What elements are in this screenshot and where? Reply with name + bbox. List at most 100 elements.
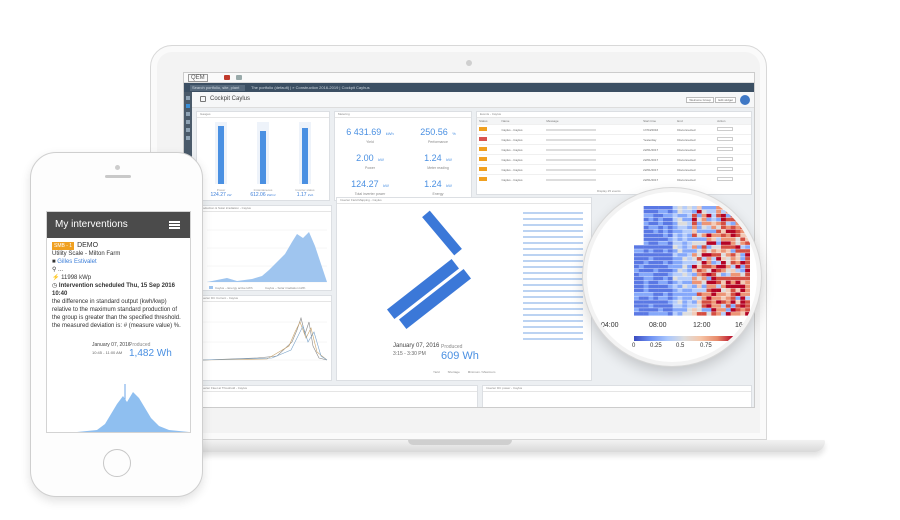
- heatmap-cell: [706, 312, 712, 316]
- alert-icon[interactable]: [186, 128, 190, 132]
- table-row[interactable]: Caylus - Caylus Yesterday Disconnected: [477, 134, 751, 145]
- heatmap-cell: [692, 292, 698, 296]
- heatmap-cell: [745, 229, 750, 234]
- end-cell: Disconnected: [675, 144, 716, 155]
- heatmap-cell: [643, 284, 649, 289]
- heatmap-cell: [677, 308, 683, 312]
- heatmap-cell: [663, 296, 669, 300]
- col-name[interactable]: Name: [499, 118, 545, 125]
- cockpit-icon[interactable]: [186, 104, 190, 108]
- breadcrumb[interactable]: The portfolio (default) | » Construction…: [251, 85, 370, 90]
- heatmap-cell: [711, 296, 717, 300]
- chart-icon[interactable]: [186, 112, 190, 116]
- heatmap-cell: [706, 284, 712, 289]
- heatmap-cell: [687, 288, 693, 293]
- action-cell[interactable]: [715, 124, 751, 135]
- welcome-group-button[interactable]: Welcome Group: [686, 97, 714, 103]
- action-cell[interactable]: [715, 134, 751, 145]
- action-select[interactable]: [717, 157, 734, 161]
- heatmap-cell: [706, 233, 712, 238]
- heatmap-cell: [745, 272, 750, 277]
- action-cell[interactable]: [715, 164, 751, 175]
- intervention-card[interactable]: SMB - 1 DEMO Utility Scale - Milton Farm …: [47, 238, 190, 334]
- heatmap-cell: [706, 253, 712, 257]
- action-select[interactable]: [717, 177, 734, 181]
- heatmap-cell: [667, 312, 673, 316]
- col-start[interactable]: Start time: [641, 118, 676, 125]
- assignee-link[interactable]: Gilles Estivalet: [57, 259, 97, 265]
- table-row[interactable]: Caylus - Caylus 22/01/2017 Disconnected: [477, 144, 751, 155]
- heatmap-cell: [653, 300, 659, 304]
- heatmap-cell: [706, 304, 712, 308]
- table-row[interactable]: Caylus - Caylus 22/01/2017 Disconnected: [477, 154, 751, 165]
- heatmap-cell: [740, 249, 746, 253]
- menu-icon[interactable]: [169, 221, 180, 229]
- heatmap-cell: [648, 268, 654, 273]
- add-widget-button[interactable]: [740, 95, 750, 105]
- home-icon[interactable]: [200, 96, 206, 102]
- heatmap-cell: [721, 296, 727, 300]
- heatmap-cell: [706, 221, 712, 226]
- heatmap-cell: [653, 272, 659, 277]
- heatmap-cell: [638, 209, 644, 214]
- heatmap-cell: [735, 292, 741, 296]
- heatmap-cell: [638, 245, 644, 249]
- heatmap-cell: [667, 225, 673, 230]
- heatmap-cell: [687, 217, 693, 222]
- col-end[interactable]: End: [675, 118, 716, 125]
- action-select[interactable]: [717, 147, 734, 151]
- col-status[interactable]: Status: [477, 118, 500, 125]
- heatmap-cell: [653, 225, 659, 230]
- phone-home-button[interactable]: [103, 449, 131, 477]
- action-cell[interactable]: [715, 174, 751, 184]
- heatmap-cell: [706, 209, 712, 214]
- table-row[interactable]: Caylus - Caylus 22/01/2017 Disconnected: [477, 174, 751, 184]
- heatmap-cell: [653, 237, 659, 241]
- heatmap-cell: [692, 288, 698, 293]
- dashboard-icon[interactable]: [186, 96, 190, 100]
- user-icon[interactable]: [236, 75, 242, 80]
- heatmap-cell: [745, 249, 750, 253]
- col-action[interactable]: Action: [715, 118, 751, 125]
- search-icon[interactable]: ⚲ ...: [52, 267, 64, 273]
- page-title: Cockpit Caylus: [210, 96, 251, 102]
- action-cell[interactable]: [715, 154, 751, 165]
- heatmap-cell: [711, 257, 717, 261]
- edit-widget-button[interactable]: Edit widget: [715, 97, 736, 103]
- heatmap-cell: [730, 312, 736, 316]
- heatmap-cell: [701, 308, 707, 312]
- heatmap-cell: [648, 221, 654, 226]
- heatmap-cell: [725, 276, 731, 281]
- heatmap-cell: [677, 261, 683, 265]
- heatmap-cell: [730, 253, 736, 257]
- heatmap-cell: [648, 308, 654, 312]
- heatmap-cell: [667, 241, 673, 245]
- search-input[interactable]: Search portfolio, site, plant: [190, 84, 245, 91]
- heatmap-cell: [711, 261, 717, 265]
- heatmap-cell: [730, 237, 736, 241]
- heatmap-cell: [638, 225, 644, 230]
- heatmap-cell: [696, 308, 702, 312]
- heatmap-cell: [638, 280, 644, 285]
- heatmap-cell: [716, 296, 722, 300]
- heatmap-cell: [648, 209, 654, 214]
- heatmap-cell: [725, 288, 731, 293]
- heatmap-cell: [638, 257, 644, 261]
- heatmap-cell: [682, 292, 688, 296]
- col-message[interactable]: Message: [544, 118, 642, 125]
- action-cell[interactable]: [715, 144, 751, 155]
- heatmap-cell: [643, 288, 649, 293]
- heatmap-cell: [740, 225, 746, 230]
- settings-icon[interactable]: [186, 136, 190, 140]
- status-tag: [479, 157, 487, 161]
- action-select[interactable]: [717, 127, 734, 131]
- notification-icon[interactable]: [224, 75, 230, 80]
- map-icon[interactable]: [186, 120, 190, 124]
- heatmap-cell: [716, 300, 722, 304]
- heatmap-cell: [663, 237, 669, 241]
- action-select[interactable]: [717, 167, 734, 171]
- table-row[interactable]: Caylus - Caylus 22/01/2017 Disconnected: [477, 164, 751, 175]
- heatmap-cell: [696, 272, 702, 277]
- table-row[interactable]: Caylus - Caylus 17/04/2016 Disconnected: [477, 124, 751, 135]
- action-select[interactable]: [717, 137, 734, 141]
